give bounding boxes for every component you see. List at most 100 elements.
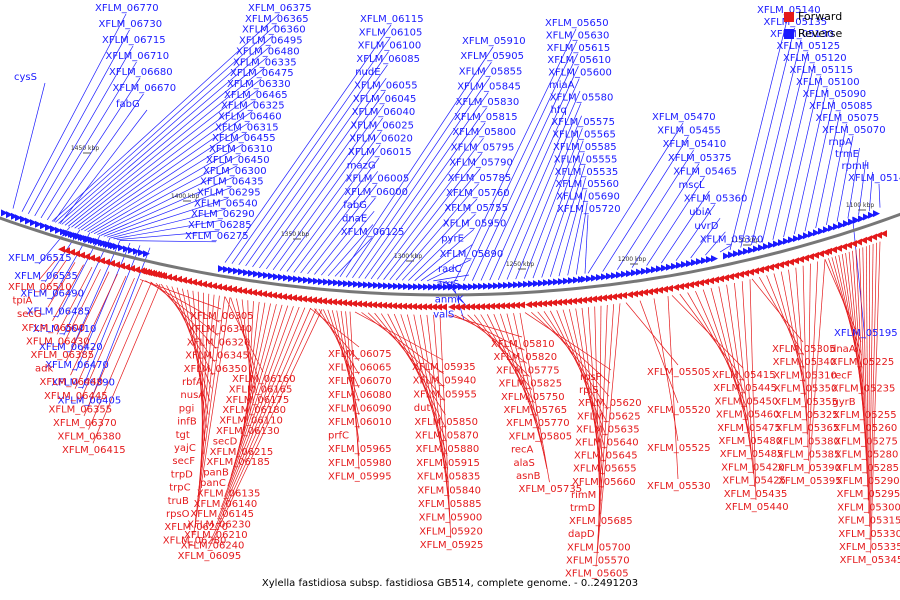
reverse-gene-label: XFLM_05785 [448,173,512,184]
reverse-gene-arrow [418,283,425,291]
forward-gene-label: XFLM_05280 [835,450,899,461]
reverse-gene-arrow [378,282,385,290]
reverse-gene-arrow [686,260,693,268]
reverse-gene-arrow [508,281,515,289]
forward-gene-arrow [350,300,357,308]
forward-gene-arrow [545,299,552,307]
reverse-gene-label: XFLM_06300 [203,166,267,177]
forward-leader-line [56,266,93,335]
forward-gene-arrow [380,301,387,309]
forward-gene-arrow [170,274,177,282]
reverse-leader-line [575,202,588,275]
forward-gene-label: XFLM_06380 [58,432,122,443]
forward-gene-label: rplS [579,385,599,396]
forward-leader-line [513,313,548,470]
reverse-gene-label: radC [438,264,462,275]
reverse-gene-arrow [586,275,593,283]
forward-leader-line [524,312,612,371]
forward-leader-line [741,281,756,487]
reverse-leader-line [352,77,491,278]
forward-leader-line [433,314,451,525]
forward-gene-label: nusA [180,390,205,401]
forward-gene-arrow [692,280,699,288]
forward-gene-label: XFLM_05390 [777,463,841,474]
forward-leader-line [865,246,869,501]
reverse-gene-arrow [498,282,505,290]
reverse-gene-label: XFLM_06295 [197,187,261,198]
reverse-gene-arrow [11,212,18,220]
forward-gene-label: asnB [516,471,541,482]
forward-gene-arrow [620,291,627,299]
forward-leader-line [38,256,59,281]
forward-gene-label: XFLM_06075 [328,349,392,360]
forward-leader-line [726,284,753,461]
reverse-gene-arrow [563,277,570,285]
forward-gene-label: XFLM_06445 [44,391,108,402]
forward-gene-arrow [320,297,327,305]
reverse-gene-label: XFLM_05090 [803,89,867,100]
forward-gene-label: XFLM_05345 [840,555,900,566]
reverse-gene-arrow [513,281,520,289]
reverse-gene-arrow [50,225,57,233]
reverse-gene-label: XFLM_05375 [668,153,732,164]
reverse-leader-line [433,274,470,282]
forward-gene-label: XFLM_05925 [420,540,484,551]
reverse-leader-line [497,90,581,281]
forward-gene-label: XFLM_06345 [185,351,249,362]
forward-gene-arrow [145,269,152,277]
forward-leader-line [439,314,452,539]
forward-gene-arrow [817,250,824,258]
forward-gene-label: XFLM_06140 [194,499,258,510]
forward-gene-label: XFLM_05840 [417,485,481,496]
forward-gene-arrow [458,303,465,311]
reverse-gene-arrow [733,250,740,258]
forward-gene-label: XFLM_06500 [22,323,86,334]
reverse-gene-arrow [828,224,835,232]
reverse-gene-label: XFLM_06125 [341,227,405,238]
forward-gene-arrow [245,288,252,296]
reverse-gene-arrow [631,269,638,277]
reverse-leader-line [729,15,789,251]
forward-gene-label: trpD [171,469,193,480]
forward-gene-label: XFLM_05480 [719,436,783,447]
forward-gene-label: XFLM_05385 [777,450,841,461]
forward-leader-line [198,294,215,494]
forward-gene-label: XFLM_06165 [229,384,293,395]
reverse-gene-label: XFLM_06460 [218,112,282,123]
reverse-leader-line [549,165,586,277]
forward-gene-label: XFLM_05330 [838,529,900,540]
reverse-leader-line [103,187,232,237]
reverse-leader-line [602,136,689,272]
forward-gene-arrow [580,296,587,304]
reverse-gene-arrow [113,243,120,250]
reverse-leader-line [61,46,271,225]
reverse-leader-line [307,184,377,275]
forward-gene-label: XFLM_06180 [222,405,286,416]
forward-gene-label: XFLM_05485 [720,449,784,460]
reverse-gene-label: XFLM_05465 [673,166,737,177]
reverse-gene-label: XFLM_06005 [346,174,410,185]
reverse-leader-line [783,75,821,238]
reverse-gene-label: XFLM_06450 [206,155,270,166]
forward-gene-label: XFLM_06215 [210,447,274,458]
reverse-gene-label: XFLM_05565 [552,130,616,141]
genome-backbone-arc [0,212,900,297]
forward-leader-line [155,282,217,349]
reverse-leader-line [259,91,386,269]
reverse-gene-label: XFLM_05845 [457,82,521,93]
reverse-leader-line [110,208,226,239]
reverse-gene-arrow [681,261,688,268]
forward-gene-label: XFLM_05520 [647,405,711,416]
forward-swatch [784,11,794,22]
forward-gene-label: XFLM_05275 [834,436,898,447]
reverse-gene-arrow [433,283,440,291]
reverse-gene-label: XFLM_05580 [550,92,614,103]
forward-leader-line [246,301,254,425]
reverse-gene-label: trmE [835,149,859,160]
reverse-gene-label: XFLM_05630 [546,30,610,41]
forward-gene-arrow [797,255,804,263]
forward-gene-arrow [83,253,90,261]
reverse-gene-arrow [458,283,465,291]
forward-leader-line [802,265,808,435]
